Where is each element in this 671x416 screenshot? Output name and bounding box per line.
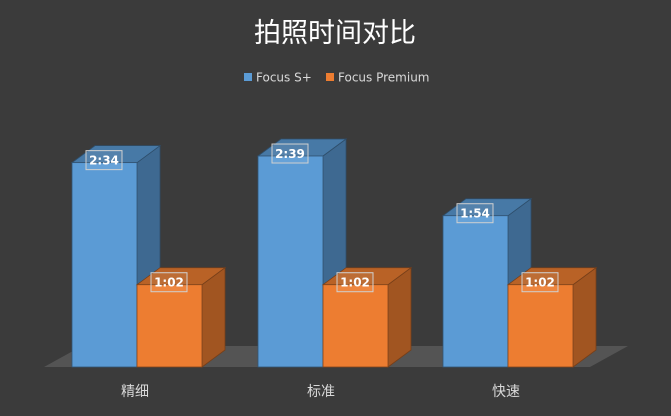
bar-front-1-3 <box>442 215 509 368</box>
category-label-1: 精细 <box>121 384 149 400</box>
legend-swatch-1 <box>244 73 252 81</box>
legend-label-2: Focus Premium <box>338 71 429 85</box>
data-label-2-1: 1:02 <box>154 276 184 290</box>
category-label-3: 快速 <box>492 384 520 400</box>
data-label-box-2-2 <box>336 272 374 293</box>
data-label-box-1-3 <box>456 203 494 224</box>
data-label-box-2-1 <box>150 272 188 293</box>
bar-front-2-3 <box>507 284 574 368</box>
bar-1-3 <box>441 197 533 368</box>
bar-front-2-1 <box>136 284 203 368</box>
data-label-2-2: 1:02 <box>340 276 370 290</box>
chart-title: 拍照时间对比 <box>254 18 416 49</box>
bar-2-2 <box>321 266 413 368</box>
data-label-box-2-3 <box>521 272 559 293</box>
data-label-box-1-1 <box>85 150 123 171</box>
legend-label-1: Focus S+ <box>256 71 312 85</box>
data-label-1-3: 1:54 <box>460 207 490 221</box>
category-label-2: 标准 <box>307 384 335 400</box>
bar-front-1-1 <box>71 162 138 368</box>
bar-front-1-2 <box>257 155 324 368</box>
data-label-1-1: 2:34 <box>89 154 119 168</box>
bar-front-2-2 <box>322 284 389 368</box>
bar-2-1 <box>135 266 227 368</box>
data-label-1-2: 2:39 <box>275 147 305 161</box>
data-label-box-1-2 <box>271 143 309 164</box>
legend-swatch-2 <box>326 73 334 81</box>
bar-2-3 <box>506 266 598 368</box>
data-label-2-3: 1:02 <box>525 276 555 290</box>
